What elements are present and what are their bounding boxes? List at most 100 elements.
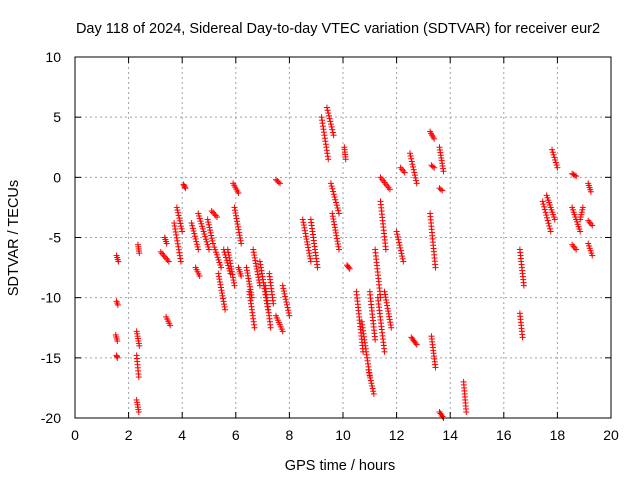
data-point-plus [284,304,291,311]
data-point-plus [229,274,236,281]
data-point-plus [173,204,180,211]
data-point-plus [409,161,416,168]
data-point-plus [554,164,561,171]
data-point-plus [258,267,265,274]
data-point-plus [306,250,313,257]
data-point-plus [571,172,578,179]
data-point-plus [408,155,415,162]
data-point-plus [335,246,342,253]
data-point-plus [260,279,267,286]
data-point-plus [366,369,373,376]
data-point-plus [328,123,335,130]
data-point-plus [407,150,413,157]
data-point-plus [114,301,121,308]
data-point-plus [234,221,241,228]
data-point-plus [225,252,232,259]
data-point-plus [217,281,224,288]
data-point-plus [544,214,551,221]
data-point-plus [330,215,337,222]
data-point-plus [210,240,217,247]
data-point-plus [198,220,205,227]
data-point-plus [281,290,288,297]
data-point-plus [333,202,340,209]
data-point-plus [330,218,337,225]
data-point-plus [410,163,417,170]
data-point-plus [203,238,210,245]
data-point-plus [236,229,243,236]
data-point-plus [413,341,420,348]
data-point-plus [205,221,212,228]
data-point-plus [334,240,341,247]
data-point-plus [202,236,209,243]
data-point-plus [386,316,393,323]
data-point-plus [163,240,170,247]
data-point-plus [181,183,188,190]
data-point-plus [175,243,182,250]
data-point-plus [545,220,552,227]
data-point-plus [218,264,225,271]
data-point-plus [277,180,284,187]
data-point-plus [235,189,242,196]
data-point-plus [236,232,243,239]
data-point-plus [175,246,182,253]
data-point-plus [541,203,548,210]
data-point-plus [408,158,415,165]
data-point-plus [254,271,261,278]
data-point-plus [303,236,310,243]
data-point-plus [550,151,557,158]
data-point-plus [547,228,554,235]
data-point-plus [200,228,207,235]
data-point-plus [165,258,172,265]
data-point-plus [171,223,178,230]
data-point-plus [135,408,142,415]
data-point-plus [283,299,290,306]
data-point-plus [330,132,337,139]
data-point-plus [208,208,215,215]
data-point-plus [257,261,264,268]
data-point-plus [204,216,211,223]
data-point-plus [213,251,220,258]
data-point-plus [544,217,551,224]
data-point-plus [234,218,241,225]
data-point-plus [227,263,234,270]
data-point-plus [219,292,226,299]
x-tick-label: 18 [550,427,566,443]
data-point-plus [399,253,406,260]
data-point-plus [573,173,580,180]
data-point-plus [238,273,245,280]
data-point-plus [539,198,546,205]
data-point-plus [257,264,264,271]
data-point-plus [394,231,401,238]
data-point-plus [385,308,392,315]
data-point-plus [135,374,142,381]
data-point-plus [432,364,439,371]
data-point-plus [205,219,212,226]
data-point-plus [218,287,225,294]
data-point-plus [368,380,375,387]
data-point-plus [174,240,181,247]
data-point-plus [304,241,311,248]
data-point-plus [238,240,245,247]
data-point-plus [589,252,596,259]
data-point-plus [304,238,311,245]
data-point-plus [383,296,390,303]
data-point-plus [251,252,258,259]
data-point-plus [306,252,313,259]
data-point-plus [270,300,277,307]
data-point-plus [191,233,198,240]
data-point-plus [213,249,220,256]
data-point-plus [330,188,337,195]
data-point-plus [195,246,202,253]
data-point-plus [231,207,238,214]
data-point-plus [173,231,180,238]
data-point-plus [396,242,403,249]
data-point-plus [329,185,336,192]
data-point-plus [208,235,215,242]
data-point-plus [334,238,341,245]
data-point-plus [222,306,229,313]
data-point-plus [231,282,238,289]
data-point-plus [412,174,419,181]
data-point-plus [463,408,470,415]
data-point-plus [217,262,224,269]
